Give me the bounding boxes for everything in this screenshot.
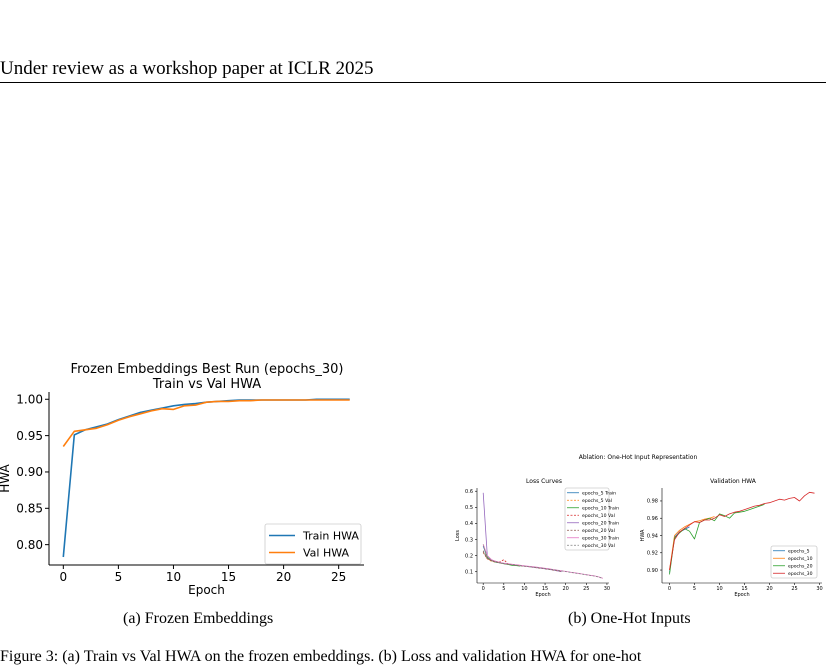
x-tick-label: 30 [816, 586, 822, 592]
series-line [669, 516, 715, 571]
y-tick-label: 0.94 [647, 533, 658, 539]
x-tick-label: 5 [115, 570, 123, 584]
legend-label: epochs_10 [788, 556, 813, 562]
x-tick-label: 25 [791, 586, 797, 592]
legend-label: Train HWA [302, 529, 359, 542]
series-line [482, 492, 562, 573]
y-tick-label: 0.3 [465, 537, 473, 543]
legend-label: epochs_20 [788, 563, 813, 569]
header-rule [0, 82, 826, 83]
series-line [482, 550, 603, 579]
x-axis-label: Epoch [734, 592, 749, 598]
caption-a: (a) Frozen Embeddings [123, 610, 274, 627]
x-tick-label: 0 [59, 570, 67, 584]
loss-panel-title: Loss Curves [526, 478, 562, 485]
legend-label: epochs_30 [788, 571, 813, 577]
y-tick-label: 0.2 [465, 553, 473, 559]
y-tick-label: 0.92 [647, 551, 658, 557]
x-tick-label: 10 [521, 586, 527, 592]
x-tick-label: 10 [166, 570, 181, 584]
y-axis-label: HWA [0, 463, 12, 492]
y-tick-label: 0.95 [16, 429, 43, 443]
validation-panel-title: Validation HWA [710, 478, 757, 485]
legend-box [264, 523, 362, 565]
legend-label: epochs_20 Val [582, 528, 615, 534]
y-tick-label: 0.85 [16, 502, 43, 516]
y-axis-label: HWA [640, 529, 646, 541]
frozen-embeddings-chart: Frozen Embeddings Best Run (epochs_30)Tr… [0, 362, 364, 597]
legend-label: epochs_10 Val [582, 513, 615, 519]
running-header: Under review as a workshop paper at ICLR… [0, 58, 374, 79]
x-tick-label: 0 [668, 586, 671, 592]
x-tick-label: 25 [331, 570, 346, 584]
y-tick-label: 0.4 [465, 521, 473, 527]
y-tick-label: 0.1 [465, 569, 473, 575]
x-tick-label: 20 [276, 570, 291, 584]
x-tick-label: 15 [741, 586, 747, 592]
x-tick-label: 20 [563, 586, 569, 592]
y-tick-label: 0.6 [465, 489, 473, 495]
y-tick-label: 0.80 [16, 538, 43, 552]
y-tick-label: 0.5 [465, 505, 473, 511]
x-axis-label: Epoch [188, 583, 225, 597]
chart-subtitle: Train vs Val HWA [152, 377, 261, 392]
x-tick-label: 20 [766, 586, 772, 592]
ablation-suptitle: Ablation: One-Hot Input Representation [579, 454, 698, 461]
legend-label: epochs_10 Train [582, 505, 619, 511]
x-tick-label: 10 [716, 586, 722, 592]
y-tick-label: 0.90 [647, 568, 658, 574]
x-tick-label: 0 [482, 586, 485, 592]
legend-label: epochs_30 Train [582, 535, 619, 541]
legend-label: epochs_5 Val [582, 498, 612, 504]
chart-title: Frozen Embeddings Best Run (epochs_30) [71, 362, 344, 377]
legend-label: Val HWA [303, 546, 350, 559]
x-tick-label: 15 [542, 586, 548, 592]
y-tick-label: 1.00 [16, 392, 43, 406]
one-hot-inputs-chart: Ablation: One-Hot Input Representation Lo… [455, 454, 823, 598]
y-tick-label: 0.90 [16, 465, 43, 479]
legend-label: epochs_5 Train [582, 490, 616, 496]
x-tick-label: 30 [604, 586, 610, 592]
y-axis-label: Loss [455, 530, 461, 541]
legend-label: epochs_5 [788, 548, 810, 554]
x-tick-label: 25 [583, 586, 589, 592]
y-tick-label: 0.96 [647, 516, 658, 522]
legend-box [770, 545, 818, 579]
x-tick-label: 15 [221, 570, 236, 584]
legend-label: epochs_30 Val [582, 543, 615, 549]
x-tick-label: 5 [693, 586, 696, 592]
legend-box [564, 487, 610, 551]
y-tick-label: 0.98 [647, 499, 658, 505]
series-line [669, 504, 765, 575]
x-tick-label: 5 [502, 586, 505, 592]
figure-caption-text: Figure 3: (a) Train vs Val HWA on the fr… [0, 648, 642, 665]
series-line [669, 491, 815, 571]
series-line [62, 399, 350, 447]
x-axis-label: Epoch [535, 592, 550, 598]
caption-b: (b) One-Hot Inputs [568, 610, 691, 627]
legend-label: epochs_20 Train [582, 520, 619, 526]
